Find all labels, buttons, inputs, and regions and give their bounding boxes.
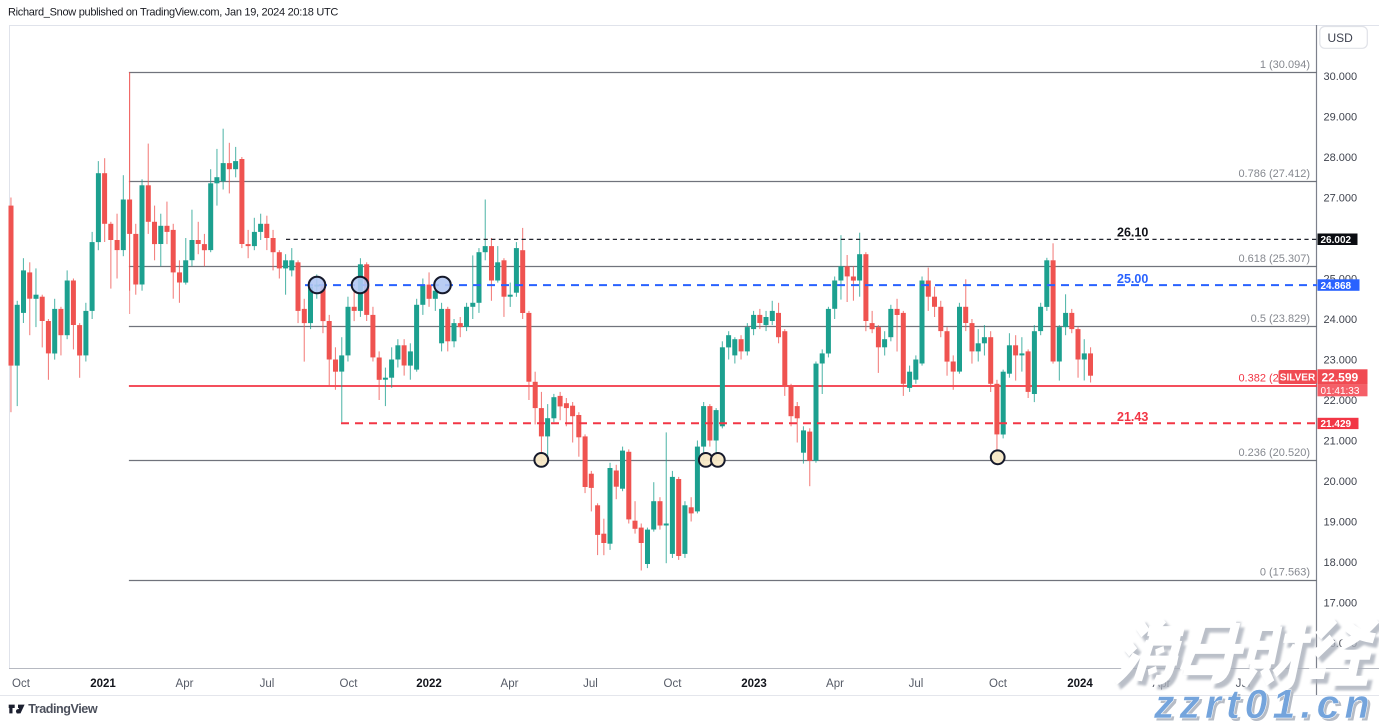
svg-text:Apr: Apr	[176, 678, 194, 690]
svg-text:24.000: 24.000	[1324, 314, 1358, 326]
svg-text:29.000: 29.000	[1324, 112, 1358, 124]
svg-text:SILVER: SILVER	[1280, 373, 1316, 384]
svg-text:USD: USD	[1328, 31, 1354, 45]
svg-text:2023: 2023	[741, 678, 767, 690]
svg-text:18.000: 18.000	[1324, 557, 1358, 569]
svg-text:Oct: Oct	[340, 678, 359, 690]
svg-text:0.618 (25.307): 0.618 (25.307)	[1238, 253, 1310, 265]
svg-text:2022: 2022	[416, 678, 442, 690]
svg-text:Apr: Apr	[826, 678, 844, 690]
svg-text:0.786 (27.412): 0.786 (27.412)	[1238, 168, 1310, 180]
svg-text:Jul: Jul	[583, 678, 598, 690]
svg-text:Jul: Jul	[909, 678, 924, 690]
svg-text:0 (17.563): 0 (17.563)	[1260, 567, 1310, 579]
svg-text:Jul: Jul	[260, 678, 275, 690]
svg-text:TradingView: TradingView	[28, 702, 98, 716]
svg-text:20.000: 20.000	[1324, 476, 1358, 488]
svg-text:zzrt01.cn: zzrt01.cn	[1153, 681, 1374, 725]
svg-text:21.43: 21.43	[1117, 410, 1148, 424]
svg-text:19.000: 19.000	[1324, 517, 1358, 529]
svg-text:28.000: 28.000	[1324, 152, 1358, 164]
svg-text:21.000: 21.000	[1324, 436, 1358, 448]
svg-text:26.10: 26.10	[1117, 226, 1148, 240]
svg-text:21.429: 21.429	[1321, 419, 1352, 430]
svg-text:Oct: Oct	[664, 678, 683, 690]
svg-text:0.5 (23.829): 0.5 (23.829)	[1251, 313, 1310, 325]
svg-text:Apr: Apr	[501, 678, 519, 690]
svg-text:17.000: 17.000	[1324, 598, 1358, 610]
svg-text:Richard_Snow published on Trad: Richard_Snow published on TradingView.co…	[8, 7, 338, 19]
svg-text:25.00: 25.00	[1117, 272, 1148, 286]
svg-text:22.000: 22.000	[1324, 395, 1358, 407]
svg-text:26.002: 26.002	[1321, 235, 1352, 246]
svg-text:27.000: 27.000	[1324, 193, 1358, 205]
svg-text:2021: 2021	[90, 678, 116, 690]
svg-text:2024: 2024	[1067, 678, 1093, 690]
svg-text:30.000: 30.000	[1324, 71, 1358, 83]
svg-text:24.868: 24.868	[1321, 281, 1352, 292]
svg-text:zzrt01.cn: zzrt01.cn	[1156, 684, 1377, 725]
svg-text:01:41:33: 01:41:33	[1321, 386, 1360, 397]
svg-text:Oct: Oct	[989, 678, 1008, 690]
svg-text:22.599: 22.599	[1322, 371, 1359, 385]
svg-text:Oct: Oct	[12, 678, 31, 690]
svg-text:1 (30.094): 1 (30.094)	[1260, 59, 1310, 71]
svg-text:23.000: 23.000	[1324, 355, 1358, 367]
svg-text:0.236 (20.520): 0.236 (20.520)	[1238, 447, 1310, 459]
